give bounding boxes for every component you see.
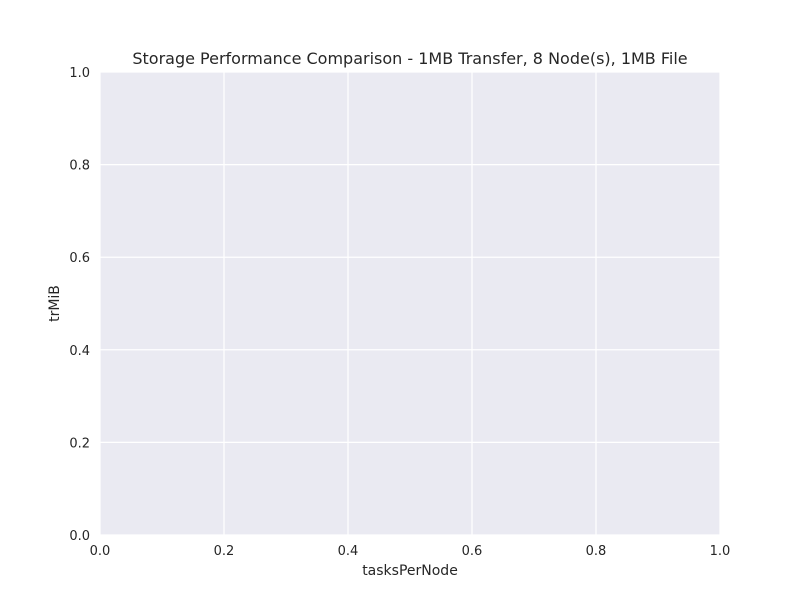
x-gridlines bbox=[99, 72, 721, 535]
y-tick-label: 1.0 bbox=[69, 66, 90, 81]
plot-area bbox=[100, 72, 720, 535]
x-axis-label: tasksPerNode bbox=[362, 563, 458, 579]
x-tick-labels: 0.0 0.2 0.4 0.6 0.8 1.0 bbox=[90, 544, 731, 559]
y-gridlines bbox=[100, 71, 720, 536]
y-tick-label: 0.8 bbox=[69, 159, 90, 174]
y-axis-label: trMiB bbox=[47, 285, 63, 322]
x-tick-label: 0.6 bbox=[462, 544, 483, 559]
x-tick-label: 1.0 bbox=[710, 544, 731, 559]
y-tick-label: 0.4 bbox=[69, 344, 90, 359]
y-tick-label: 0.6 bbox=[69, 251, 90, 266]
x-tick-label: 0.0 bbox=[90, 544, 111, 559]
x-tick-label: 0.8 bbox=[586, 544, 607, 559]
y-tick-label: 0.2 bbox=[69, 436, 90, 451]
x-tick-label: 0.4 bbox=[338, 544, 359, 559]
chart-title: Storage Performance Comparison - 1MB Tra… bbox=[132, 49, 687, 68]
y-tick-label: 0.0 bbox=[69, 529, 90, 544]
x-tick-label: 0.2 bbox=[214, 544, 235, 559]
y-tick-labels: 0.0 0.2 0.4 0.6 0.8 1.0 bbox=[69, 66, 90, 544]
